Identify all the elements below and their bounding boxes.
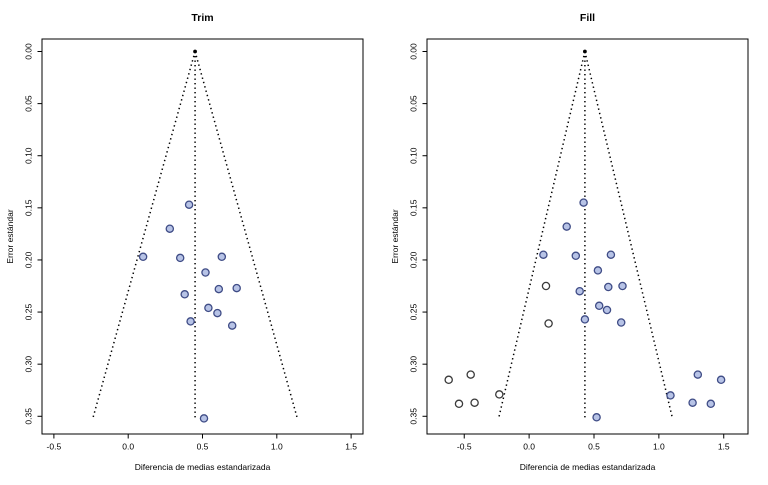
study-point-observed <box>581 316 588 323</box>
y-tick-label: 0.25 <box>409 304 419 321</box>
study-point-observed <box>594 267 601 274</box>
study-point-imputed <box>471 399 478 406</box>
study-point-imputed <box>545 320 552 327</box>
funnel-left-leg <box>499 52 585 419</box>
study-point-observed <box>707 400 714 407</box>
y-tick-label: 0.00 <box>409 43 419 60</box>
study-point-observed <box>563 223 570 230</box>
study-point-imputed <box>542 282 549 289</box>
study-point-observed <box>605 283 612 290</box>
panel-fill: Fill -0.5 0.0 0.5 1.0 1.5 0.00 0.05 0.10 0.15 0.20… <box>390 12 748 472</box>
x-tick-label: 0.0 <box>122 442 134 452</box>
study-point-imputed <box>467 371 474 378</box>
funnel-apex-dot <box>193 50 197 54</box>
y-tick-label: 0.35 <box>24 408 34 425</box>
y-tick-label: 0.30 <box>24 356 34 373</box>
x-tick-label: 1.5 <box>345 442 357 452</box>
y-tick-label: 0.00 <box>24 43 34 60</box>
study-point-observed <box>689 399 696 406</box>
y-tick-label: 0.15 <box>24 199 34 216</box>
study-point-observed <box>667 392 674 399</box>
study-point-observed <box>718 376 725 383</box>
x-tick-label: 0.0 <box>523 442 535 452</box>
funnel-plots-canvas: Trim -0.5 0.0 0.5 1.0 1.5 0.00 0.05 0.10 0.15 0.20… <box>0 0 768 485</box>
funnel-right-leg <box>195 52 298 420</box>
panel-title-trim: Trim <box>191 12 213 24</box>
study-point-observed <box>186 201 193 208</box>
study-point-observed <box>214 310 221 317</box>
x-tick-label: 0.5 <box>197 442 209 452</box>
funnel-apex-dot <box>583 50 587 54</box>
trim-fill-funnel-figure: Trim -0.5 0.0 0.5 1.0 1.5 0.00 0.05 0.10 0.15 0.20… <box>0 0 768 485</box>
study-point-observed <box>177 254 184 261</box>
study-point-observed <box>596 302 603 309</box>
study-point-observed <box>607 251 614 258</box>
study-point-observed <box>593 414 600 421</box>
y-tick-label: 0.15 <box>409 199 419 216</box>
y-tick-label: 0.05 <box>409 95 419 112</box>
study-point-imputed <box>455 400 462 407</box>
panel-title-fill: Fill <box>580 12 595 24</box>
x-tick-label: 1.0 <box>653 442 665 452</box>
study-point-observed <box>233 285 240 292</box>
study-point-observed <box>218 253 225 260</box>
x-tick-label: -0.5 <box>47 442 62 452</box>
y-tick-label: 0.10 <box>409 147 419 164</box>
y-tick-label: 0.35 <box>409 408 419 425</box>
x-axis-title: Diferencia de medias estandarizada <box>520 462 656 472</box>
study-point-observed <box>200 415 207 422</box>
study-point-imputed <box>496 391 503 398</box>
study-point-observed <box>181 291 188 298</box>
panel-trim: Trim -0.5 0.0 0.5 1.0 1.5 0.00 0.05 0.10 0.15 0.20… <box>5 12 363 472</box>
study-point-observed <box>202 269 209 276</box>
funnel-left-leg <box>93 52 196 420</box>
study-point-observed <box>166 225 173 232</box>
study-point-observed <box>603 306 610 313</box>
study-point-observed <box>205 304 212 311</box>
study-point-observed <box>187 318 194 325</box>
plot-box <box>42 39 363 434</box>
x-tick-label: -0.5 <box>457 442 472 452</box>
y-axis-title: Error estándar <box>5 209 15 263</box>
study-point-observed <box>540 251 547 258</box>
y-tick-label: 0.30 <box>409 356 419 373</box>
y-tick-label: 0.20 <box>24 251 34 268</box>
study-point-observed <box>618 319 625 326</box>
study-point-observed <box>576 288 583 295</box>
study-point-observed <box>229 322 236 329</box>
y-axis-title: Error estándar <box>390 209 400 263</box>
study-point-observed <box>140 253 147 260</box>
x-axis-title: Diferencia de medias estandarizada <box>135 462 271 472</box>
study-point-observed <box>215 286 222 293</box>
funnel-right-leg <box>585 52 673 419</box>
study-point-observed <box>694 371 701 378</box>
x-tick-label: 1.0 <box>271 442 283 452</box>
y-tick-label: 0.10 <box>24 147 34 164</box>
study-point-observed <box>572 252 579 259</box>
y-tick-label: 0.05 <box>24 95 34 112</box>
x-tick-label: 0.5 <box>588 442 600 452</box>
y-tick-label: 0.25 <box>24 304 34 321</box>
x-tick-label: 1.5 <box>718 442 730 452</box>
study-point-observed <box>580 199 587 206</box>
y-tick-label: 0.20 <box>409 251 419 268</box>
study-point-observed <box>619 282 626 289</box>
study-point-imputed <box>445 376 452 383</box>
